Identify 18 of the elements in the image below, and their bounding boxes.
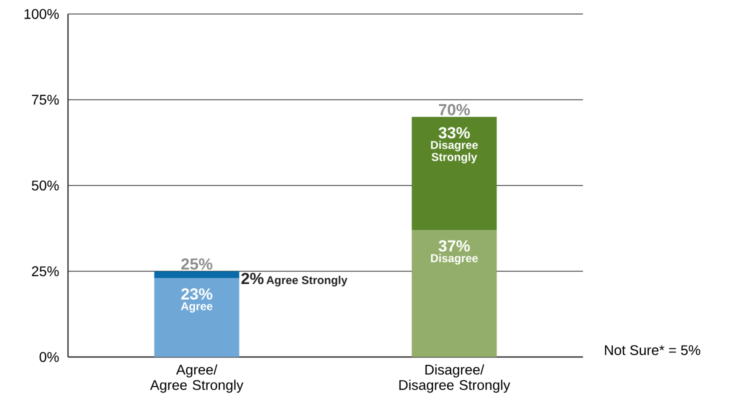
series-label: Agree [180,302,212,313]
y-tick-label: 75% [32,94,59,105]
data-label: 2% [241,272,264,284]
y-tick-label: 50% [32,180,59,190]
total-label: 70% [438,104,470,116]
y-tick-label: 25% [32,266,59,276]
y-tick-label: 0% [40,352,59,362]
total-label: 25% [181,258,212,270]
text: Agree Strongly [266,276,348,286]
data-label: 37% [438,240,470,252]
series-label: Disagree Strongly [431,140,478,164]
data-label: 33% [438,127,470,138]
y-tick-label: 100% [24,9,59,19]
data-label: 23% [181,288,212,300]
text: Not Sure* = 5% [605,345,700,356]
series-label: Disagree [431,254,478,265]
x-tick-label: Disagree/ Disagree Strongly [399,364,510,393]
x-tick-label: Agree/ Agree Strongly [150,364,244,393]
